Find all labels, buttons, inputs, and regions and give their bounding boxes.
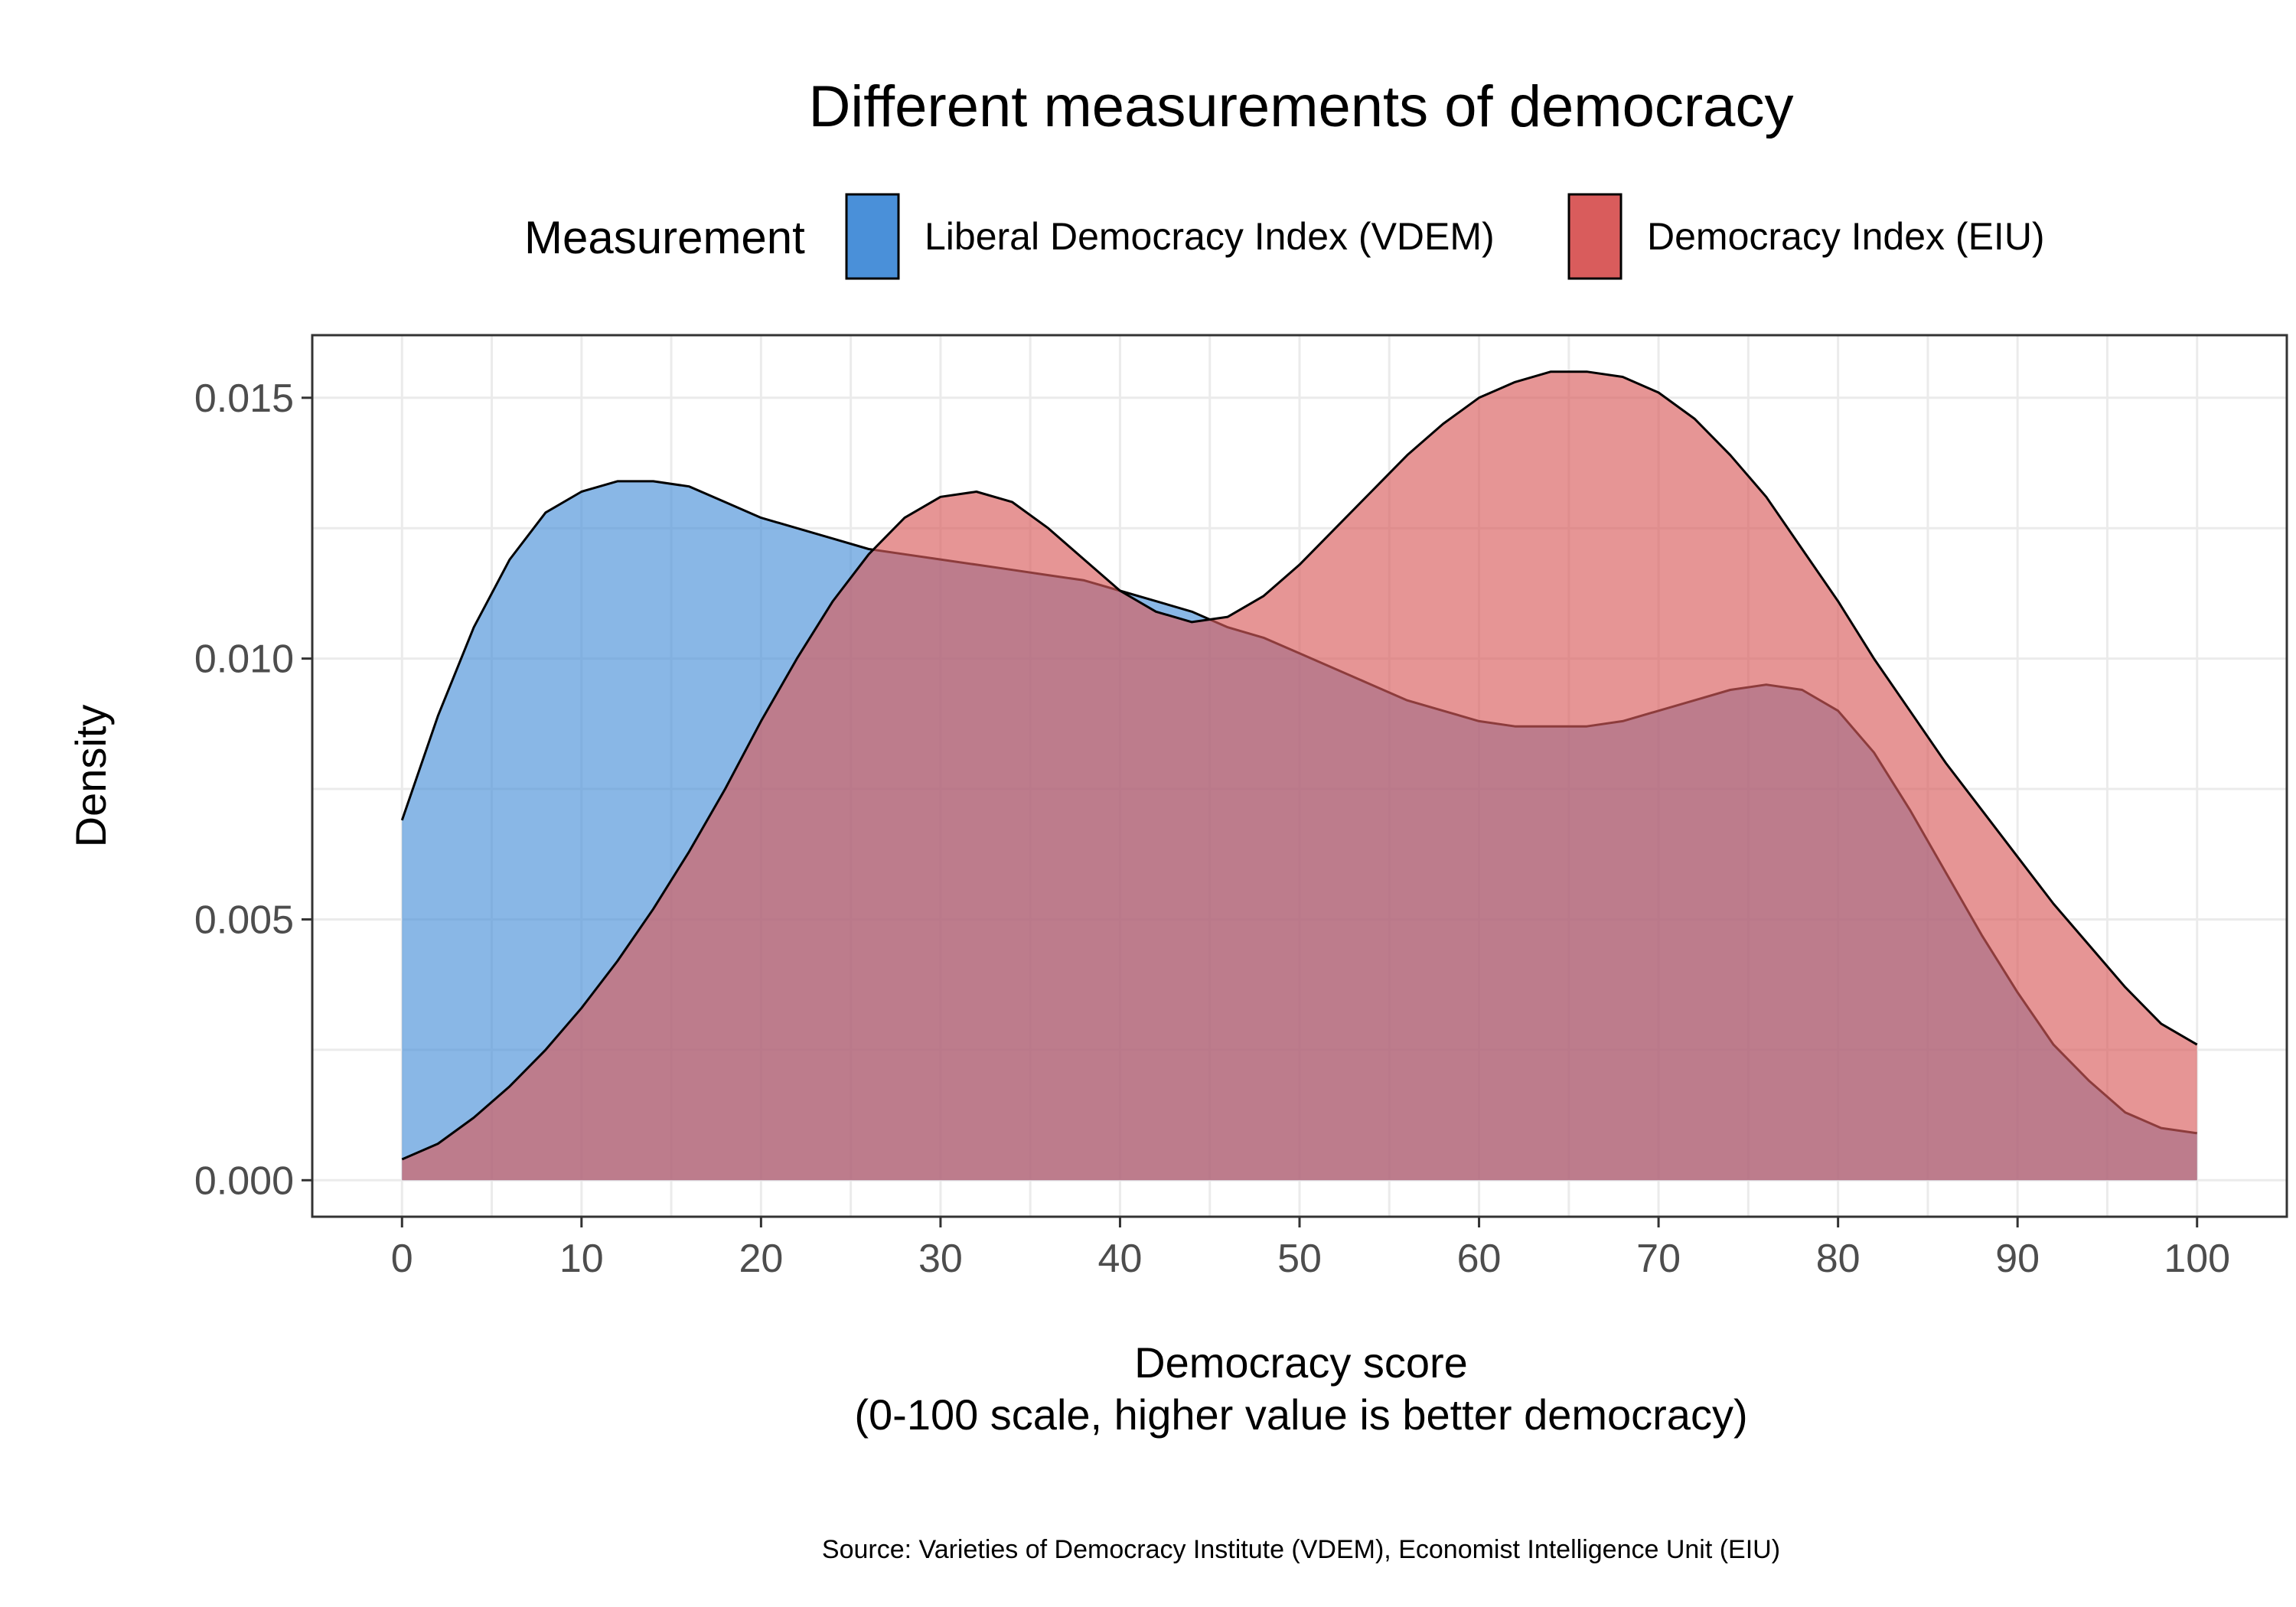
x-tick-label: 20 [739,1237,783,1281]
legend: Measurement Liberal Democracy Index (VDE… [524,193,2045,280]
density-areas [400,370,2198,1181]
x-tick-label: 80 [1816,1237,1861,1281]
y-tick-label: 0.010 [194,637,294,682]
x-tick-label: 70 [1636,1237,1681,1281]
x-tick-label: 40 [1098,1237,1143,1281]
x-axis-title: Democracy score [1134,1338,1468,1387]
source-caption: Source: Varieties of Democracy Institute… [822,1535,1780,1564]
x-tick-label: 10 [559,1237,604,1281]
legend-title: Measurement [524,212,805,263]
chart-title: Different measurements of democracy [809,74,1794,139]
y-tick-label: 0.000 [194,1159,294,1203]
y-tick-label: 0.005 [194,898,294,942]
x-tick-label: 60 [1457,1237,1502,1281]
legend-key-eiu [1567,193,1623,280]
x-tick-label: 0 [391,1237,413,1281]
y-tick-label: 0.015 [194,376,294,421]
y-axis: 0.000 0.005 0.010 0.015 [194,376,312,1203]
density-outline-1 [401,370,2198,1161]
x-tick-label: 100 [2164,1237,2230,1281]
legend-label-eiu: Democracy Index (EIU) [1647,215,2045,258]
x-axis-subtitle: (0-100 scale, higher value is better dem… [854,1390,1747,1439]
x-tick-label: 50 [1277,1237,1322,1281]
x-tick-label: 90 [1995,1237,2040,1281]
x-tick-label: 30 [918,1237,963,1281]
x-axis: 0 10 20 30 40 50 60 70 80 90 100 [391,1217,2230,1281]
legend-key-vdem [845,193,900,280]
legend-label-vdem: Liberal Democracy Index (VDEM) [925,215,1495,258]
y-axis-title: Density [67,705,115,848]
density-area-1 [402,371,2197,1181]
